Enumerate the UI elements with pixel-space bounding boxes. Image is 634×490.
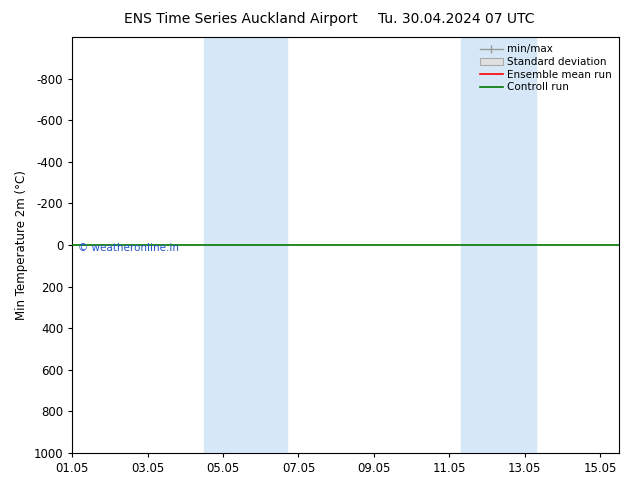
- Legend: min/max, Standard deviation, Ensemble mean run, Controll run: min/max, Standard deviation, Ensemble me…: [478, 42, 614, 94]
- Y-axis label: Min Temperature 2m (°C): Min Temperature 2m (°C): [15, 170, 28, 320]
- Bar: [461, 37, 536, 453]
- Text: ENS Time Series Auckland Airport: ENS Time Series Auckland Airport: [124, 12, 358, 26]
- Bar: [204, 37, 287, 453]
- Text: © weatheronline.in: © weatheronline.in: [78, 243, 179, 253]
- Text: Tu. 30.04.2024 07 UTC: Tu. 30.04.2024 07 UTC: [378, 12, 534, 26]
